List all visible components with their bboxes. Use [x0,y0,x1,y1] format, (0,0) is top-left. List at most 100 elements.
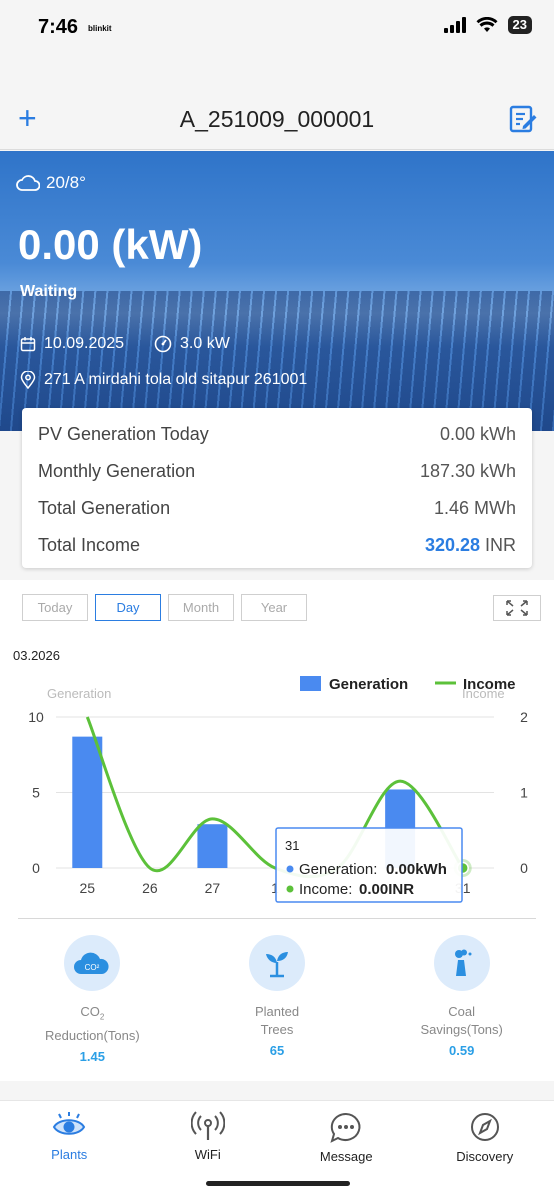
nav-discovery[interactable]: Discovery [416,1101,554,1200]
current-power: 0.00 (kW) [18,221,203,268]
weather-temperature: 20/8° [46,173,86,192]
tooltip-income-label: Income: [299,881,352,898]
svg-text:CO²: CO² [85,963,100,972]
status-icons: 23 [443,16,532,34]
co2-cloud-icon: CO² [64,935,121,991]
plant-capacity: 3.0 kW [154,335,230,353]
add-plant-button[interactable]: + [18,100,37,136]
nav-discovery-label: Discovery [456,1149,514,1164]
solar-panels-background [0,291,554,431]
plant-hero-banner: 20/8° 0.00 (kW) Waiting 10.09.2025 3.0 k… [0,151,554,431]
status-bar: 7:46 blinkit 23 [0,0,554,56]
left-axis-title: Generation [47,686,111,701]
x-tick-label: 25 [79,880,95,896]
tooltip-generation-dot [286,865,294,873]
eco-co2-reduction: CO² CO2 Reduction(Tons) 1.45 [0,919,185,1081]
section-divider [18,918,536,919]
eco-co2-value: 1.45 [79,1048,105,1064]
summary-row: Total Generation 1.46 MWh [38,490,516,527]
nav-plants[interactable]: Plants [0,1101,139,1200]
top-header: + A_251009_000001 [0,90,554,150]
eco-coal-value: 0.59 [449,1043,475,1058]
battery-indicator: 23 [507,16,532,34]
eco-co2-label: CO2 Reduction(Tons) [45,1003,140,1045]
co2-label-subscript: 2 [99,1012,105,1022]
y-left-tick: 0 [32,860,40,876]
tab-day[interactable]: Day [95,594,161,621]
install-date: 10.09.2025 [20,335,124,353]
tab-today[interactable]: Today [22,594,88,621]
gauge-icon [154,335,172,353]
nav-wifi[interactable]: WiFi [139,1101,278,1200]
edit-icon[interactable] [508,104,538,134]
nav-message-label: Message [319,1149,373,1164]
income-value: 320.28 INR [425,535,516,556]
cloud-icon [16,175,40,191]
install-date-value: 10.09.2025 [44,335,125,352]
income-unit: INR [480,535,516,555]
y-right-tick: 1 [520,785,528,801]
fullscreen-button[interactable] [493,595,541,621]
message-icon [330,1112,361,1143]
wifi-icon [476,17,498,32]
generation-income-chart[interactable]: GenerationIncome1025100252627131Generati… [0,668,554,903]
tab-month[interactable]: Month [168,594,234,621]
y-left-tick: 10 [28,709,44,725]
generation-summary-card: PV Generation Today 0.00 kWh Monthly Gen… [22,408,532,568]
summary-value: 1.46 MWh [433,498,516,518]
income-label: Total Income [38,535,141,555]
status-app-label: blinkit [88,24,112,33]
generation-bar [197,824,228,868]
tooltip-income-dot [286,885,294,893]
income-line [85,716,464,879]
weather-info: 20/8° [16,173,86,193]
location-pin-icon [20,371,36,389]
co2-label-prefix: CO [80,1004,100,1019]
eco-coal-label: Coal Savings(Tons) [420,1003,502,1039]
tab-year[interactable]: Year [241,594,307,621]
plant-address: 271 A mirdahi tola old sitapur 261001 [20,371,307,389]
generation-bar [72,736,103,868]
plant-capacity-value: 3.0 kW [180,335,230,352]
summary-label: PV Generation Today [38,424,209,444]
plant-address-value: 271 A mirdahi tola old sitapur 261001 [44,371,308,388]
chart-section: Today Day Month Year 03.2026 Generation I… [0,580,554,920]
x-tick-label: 27 [205,880,221,896]
summary-row: Monthly Generation 187.30 kWh [38,453,516,490]
home-indicator [206,1181,350,1186]
compass-icon [470,1113,499,1141]
income-amount: 320.28 [424,535,480,555]
nav-plants-label: Plants [51,1147,88,1162]
summary-value: 187.30 kWh [419,461,516,481]
status-time: 7:46 [38,16,79,38]
eco-trees-label: Planted Trees [255,1003,299,1039]
summary-label: Total Generation [38,498,171,518]
eco-coal-savings: Coal Savings(Tons) 0.59 [369,919,554,1081]
eco-trees-value: 65 [269,1043,285,1058]
tooltip-income-value: 0.00INR [359,881,414,898]
chart-month-label: 03.2026 [13,648,60,663]
cellular-signal-icon [443,17,466,33]
tooltip-title: 31 [285,838,299,853]
nav-message[interactable]: Message [277,1101,416,1200]
wifi-antenna-icon [190,1111,225,1140]
sprout-icon [249,935,305,991]
plant-status: Waiting [20,283,78,300]
environmental-stats: CO² CO2 Reduction(Tons) 1.45 Planted Tr [0,919,554,1081]
plant-title: A_251009_000001 [179,106,375,132]
trees-label-line1: Planted [254,1004,300,1019]
summary-row: PV Generation Today 0.00 kWh [38,416,516,453]
x-tick-label: 26 [142,880,158,896]
y-right-tick: 0 [520,860,528,876]
trees-label-line2: Trees [260,1022,294,1037]
tooltip-generation-value: 0.00kWh [386,861,447,878]
y-right-tick: 2 [520,709,528,725]
summary-value: 0.00 kWh [439,424,516,444]
right-axis-title: Income [462,686,505,701]
summary-label: Monthly Generation [38,461,196,481]
coal-label-line2: Savings(Tons) [420,1022,503,1037]
power-plant-icon [433,935,490,991]
coal-label-line1: Coal [448,1004,476,1019]
y-left-tick: 5 [32,785,40,801]
